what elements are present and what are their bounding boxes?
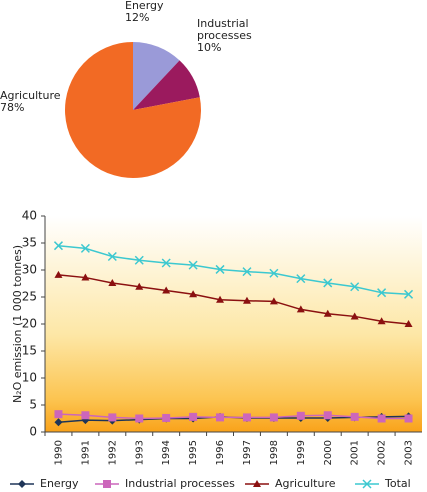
marker: [269, 413, 278, 422]
x-tick-label: 1991: [80, 440, 91, 465]
y-tick-label: 10: [22, 371, 37, 385]
marker: [242, 267, 252, 277]
y-tick-label: 40: [22, 209, 37, 223]
marker: [81, 411, 90, 420]
y-tick-label: 0: [29, 425, 37, 439]
pie-slice: [65, 42, 202, 178]
x-tick-label: 1995: [188, 440, 199, 465]
marker: [161, 258, 171, 268]
marker: [323, 278, 333, 288]
marker: [242, 413, 251, 422]
x-tick-label: 1997: [242, 440, 253, 465]
marker: [269, 297, 278, 305]
marker: [162, 413, 171, 422]
marker: [377, 288, 387, 298]
marker: [296, 274, 306, 284]
slice-value-label: 78%: [0, 101, 24, 114]
marker: [296, 411, 305, 420]
marker: [350, 412, 359, 421]
marker: [188, 260, 198, 270]
marker: [269, 268, 279, 278]
marker: [404, 414, 413, 423]
x-tick-label: 1999: [296, 440, 307, 465]
y-tick-label: 30: [22, 263, 37, 277]
x-tick-label: 2002: [377, 440, 388, 465]
marker: [53, 241, 63, 251]
label-line: Agriculture: [0, 89, 61, 102]
label-line: processes: [197, 29, 252, 42]
slice-label: Energy: [125, 0, 164, 12]
marker: [242, 296, 251, 304]
legend-label: Agriculture: [275, 477, 336, 490]
marker: [323, 309, 332, 317]
label-line: Industrial: [197, 17, 252, 30]
x-tick-label: 2000: [323, 440, 334, 465]
series-line: [58, 274, 409, 325]
y-tick-label: 5: [29, 398, 37, 412]
y-tick-label: 15: [22, 344, 37, 358]
marker: [108, 413, 117, 422]
marker: [350, 312, 359, 320]
marker: [54, 270, 63, 278]
x-tick-label: 2001: [350, 440, 361, 465]
marker: [350, 282, 360, 292]
marker: [189, 290, 198, 298]
marker: [404, 320, 413, 327]
marker: [404, 289, 414, 299]
x-tick-label: 1994: [161, 440, 172, 465]
marker: [189, 412, 198, 421]
marker: [135, 414, 144, 423]
series-line: [58, 244, 409, 296]
marker: [362, 479, 372, 489]
marker: [216, 413, 225, 422]
marker: [18, 480, 26, 488]
legend-label: Industrial processes: [125, 477, 235, 490]
x-tick-label: 1998: [269, 440, 280, 465]
pie-slice: [133, 60, 200, 110]
marker: [107, 251, 117, 262]
series-line: [58, 413, 409, 420]
marker: [54, 418, 63, 427]
marker: [80, 243, 90, 253]
y-tick-label: 25: [22, 290, 37, 304]
marker: [134, 255, 144, 265]
legend-label: Total: [384, 477, 411, 490]
slice-label: Industrial processes: [197, 17, 252, 42]
x-tick-label: 1996: [215, 440, 226, 465]
marker: [296, 305, 305, 313]
marker: [215, 264, 225, 274]
x-tick-label: 1993: [134, 440, 145, 465]
x-tick-label: 1990: [53, 440, 64, 465]
marker: [323, 411, 332, 420]
slice-value-label: 10%: [197, 41, 221, 54]
pie-slice: [133, 42, 180, 110]
slice-label: Agriculture: [0, 89, 61, 102]
legend-label: Energy: [40, 477, 79, 490]
marker: [377, 414, 386, 423]
marker: [162, 286, 171, 294]
plot-background: [45, 216, 422, 432]
marker: [81, 273, 90, 281]
label-line: Energy: [125, 0, 164, 12]
x-tick-label: 1992: [107, 440, 118, 465]
marker: [54, 410, 63, 419]
marker: [135, 282, 144, 290]
slice-value-label: 12%: [125, 11, 149, 24]
marker: [216, 295, 225, 303]
marker: [108, 278, 117, 286]
marker: [103, 480, 111, 488]
x-tick-label: 2003: [404, 440, 415, 465]
marker: [377, 317, 386, 325]
marker: [253, 480, 261, 487]
y-tick-label: 20: [22, 317, 37, 331]
y-axis-title: N₂O emission (1 000 tonnes): [11, 245, 24, 403]
y-tick-label: 35: [22, 236, 37, 250]
